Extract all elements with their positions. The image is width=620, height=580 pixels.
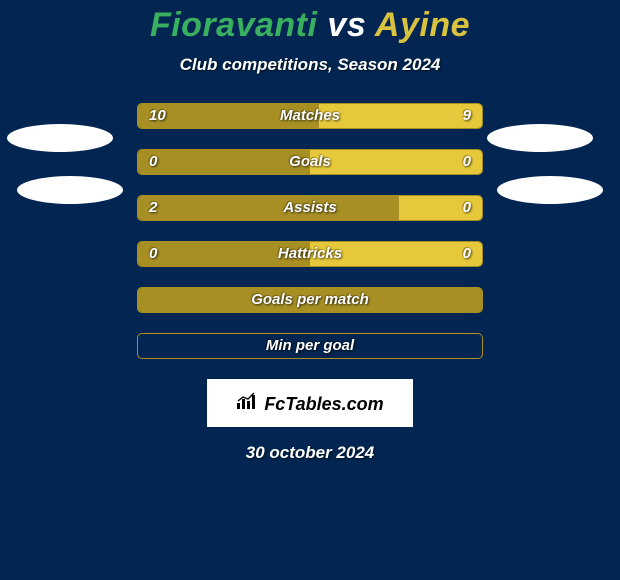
- player2-name: Ayine: [375, 6, 470, 44]
- bar-track: [137, 333, 483, 359]
- chart-icon: [236, 392, 258, 410]
- bar-left: [138, 104, 319, 128]
- bar-track: [137, 103, 483, 129]
- photo-placeholder: [497, 176, 603, 204]
- bar-left: [138, 150, 310, 174]
- photo-placeholder: [17, 176, 123, 204]
- photo-placeholder: [487, 124, 593, 152]
- bar-track: [137, 241, 483, 267]
- vs-text: vs: [327, 6, 366, 44]
- badge-text: FcTables.com: [264, 394, 383, 415]
- stat-row: Matches109: [137, 103, 483, 129]
- photo-placeholder: [7, 124, 113, 152]
- bar-track: [137, 287, 483, 313]
- bar-right: [399, 196, 482, 220]
- bar-right: [310, 242, 482, 266]
- page-title: Fioravanti vs Ayine: [0, 6, 620, 45]
- stat-row: Assists20: [137, 195, 483, 221]
- bar-track: [137, 195, 483, 221]
- bar-track: [137, 149, 483, 175]
- bar-left: [138, 288, 482, 312]
- source-badge: FcTables.com: [207, 379, 413, 427]
- infographic-root: Fioravanti vs Ayine Club competitions, S…: [0, 0, 620, 580]
- player1-name: Fioravanti: [150, 6, 317, 44]
- bar-left: [138, 242, 310, 266]
- stat-row: Goals00: [137, 149, 483, 175]
- badge-inner: FcTables.com: [236, 392, 383, 415]
- bar-right: [319, 104, 482, 128]
- date-text: 30 october 2024: [0, 443, 620, 463]
- subtitle: Club competitions, Season 2024: [0, 55, 620, 75]
- bar-left: [138, 196, 399, 220]
- stat-row: Hattricks00: [137, 241, 483, 267]
- bar-right: [310, 150, 482, 174]
- stat-row: Min per goal: [137, 333, 483, 359]
- stat-row: Goals per match: [137, 287, 483, 313]
